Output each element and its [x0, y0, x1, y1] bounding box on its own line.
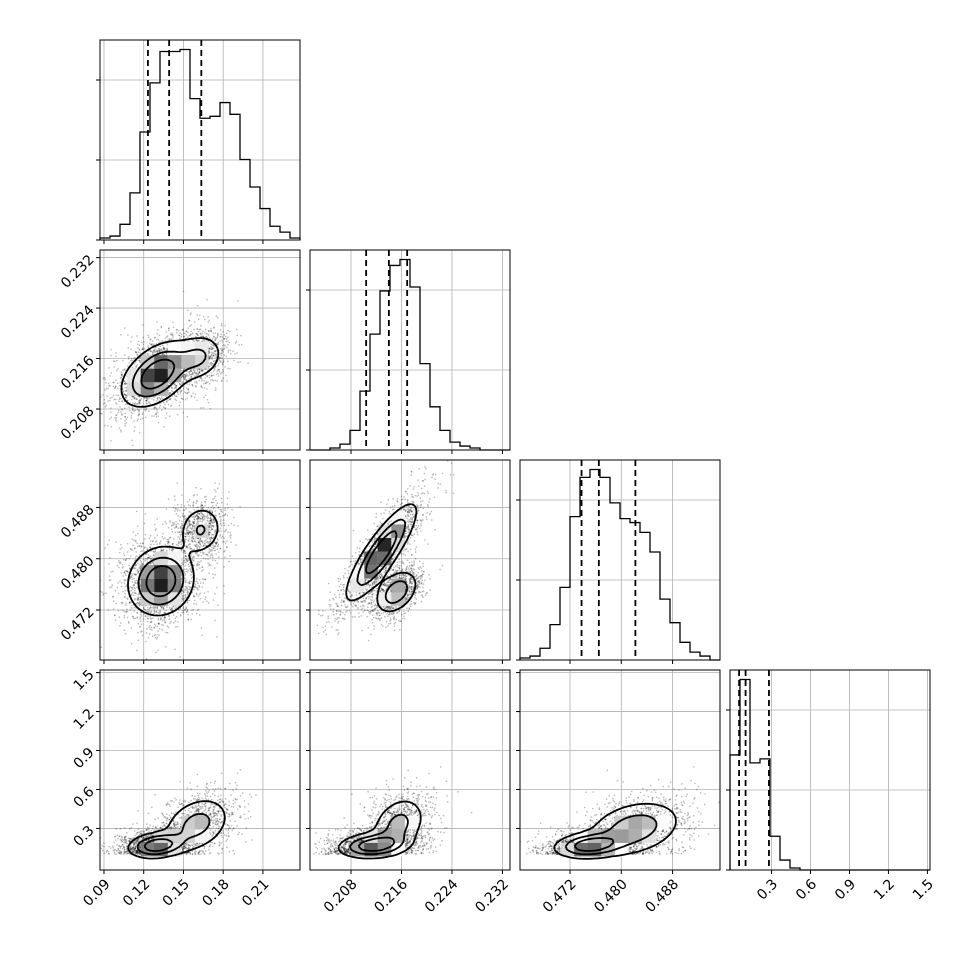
y-tick-label: 1.5: [71, 667, 98, 694]
axes-frame: [519, 459, 721, 661]
histogram-panel-param-2: [306, 249, 511, 454]
x-tick-label: 0.488: [643, 876, 683, 916]
density-shading: [140, 815, 209, 857]
y-tick-label: 0.216: [58, 353, 98, 393]
grid-lines: [310, 250, 510, 450]
y-tick-label: 0.224: [58, 302, 98, 342]
contour-level: [137, 524, 206, 606]
contour-level: [127, 509, 219, 617]
histogram-panel-param-3: [516, 459, 721, 664]
contour-level: [345, 503, 418, 613]
y-tick-label: 0.6: [71, 784, 98, 811]
x-tick-label: 0.208: [321, 876, 361, 916]
x-tick-label: 0.21: [239, 876, 272, 909]
histogram-panel-param-4: 0.3 0.6 0.9 1.2 1.5: [726, 669, 937, 903]
scatter-panel-4-2: 0.208 0.216 0.224 0.232: [306, 669, 512, 916]
scatter-panel-2-1: 0.208 0.216 0.224 0.232: [58, 249, 301, 454]
grid-lines: [520, 460, 720, 660]
contour-level: [337, 800, 422, 860]
x-tick-label: 1.2: [871, 876, 898, 903]
grid-lines: [100, 460, 300, 660]
axes-frame: [309, 459, 511, 661]
x-tick-label: 0.472: [540, 876, 580, 916]
scatter-panel-4-3: 0.472 0.480 0.488: [516, 669, 721, 916]
x-tick-label: 0.15: [160, 876, 193, 909]
density-contours: [127, 800, 226, 860]
contour-level: [349, 813, 409, 856]
density-contours: [127, 509, 219, 617]
y-tick-label: 0.472: [58, 604, 98, 644]
y-tick-label: 0.3: [71, 823, 98, 850]
contour-level: [127, 800, 226, 860]
histogram-steps: [519, 468, 720, 661]
y-tick-label: 0.9: [71, 745, 98, 772]
y-tick-label: 0.232: [58, 252, 98, 292]
density-contours: [120, 337, 220, 408]
x-tick-label: 0.6: [793, 876, 820, 903]
histogram-steps: [99, 48, 301, 240]
y-tick-label: 0.208: [58, 403, 98, 443]
x-tick-label: 0.232: [472, 876, 512, 916]
axes-frame: [309, 249, 511, 451]
scatter-panel-3-1: 0.472 0.480 0.488: [58, 459, 301, 664]
contour-level: [573, 837, 615, 852]
contour-level: [365, 530, 398, 575]
density-contours: [337, 800, 422, 860]
contour-level: [553, 802, 677, 860]
histogram-panel-param-1: [96, 39, 301, 244]
axes-frame: [99, 39, 301, 241]
scatter-panel-4-1: 0.09 0.12 0.15 0.18 0.21 0.3 0.6 0.9 1.2 1.5: [71, 667, 301, 910]
axes-frame: [519, 669, 721, 871]
x-tick-label: 0.224: [422, 876, 462, 916]
grid-lines: [100, 40, 300, 240]
density-contours: [345, 503, 418, 613]
x-tick-label: 1.5: [910, 876, 937, 903]
grid-lines: [730, 670, 930, 870]
x-tick-label: 0.216: [371, 876, 411, 916]
x-tick-label: 0.09: [80, 876, 113, 909]
x-tick-label: 0.12: [120, 876, 153, 909]
axes-frame: [729, 669, 931, 871]
density-contours: [553, 802, 677, 860]
contour-level: [120, 337, 220, 408]
x-tick-label: 0.9: [832, 876, 859, 903]
x-tick-label: 0.18: [199, 876, 232, 909]
histogram-steps: [729, 678, 930, 871]
axes-frame: [309, 669, 511, 871]
axes-frame: [99, 249, 301, 451]
axes-frame: [99, 669, 301, 871]
y-tick-label: 1.2: [71, 706, 98, 733]
contour-level: [564, 814, 658, 856]
contour-level: [140, 358, 176, 390]
scatter-panel-3-2: [306, 459, 511, 664]
axes-frame: [99, 459, 301, 661]
grid-lines: [310, 460, 510, 660]
y-tick-label: 0.480: [58, 553, 98, 593]
histogram-steps: [310, 258, 510, 451]
x-tick-label: 0.3: [754, 876, 781, 903]
contour-level: [356, 518, 409, 604]
x-tick-label: 0.480: [591, 876, 631, 916]
contour-level: [136, 813, 211, 856]
contour-level: [357, 836, 396, 852]
contour-level: [131, 348, 207, 398]
y-tick-label: 0.488: [58, 502, 98, 542]
contour-level: [145, 565, 177, 598]
contour-level: [143, 838, 174, 852]
